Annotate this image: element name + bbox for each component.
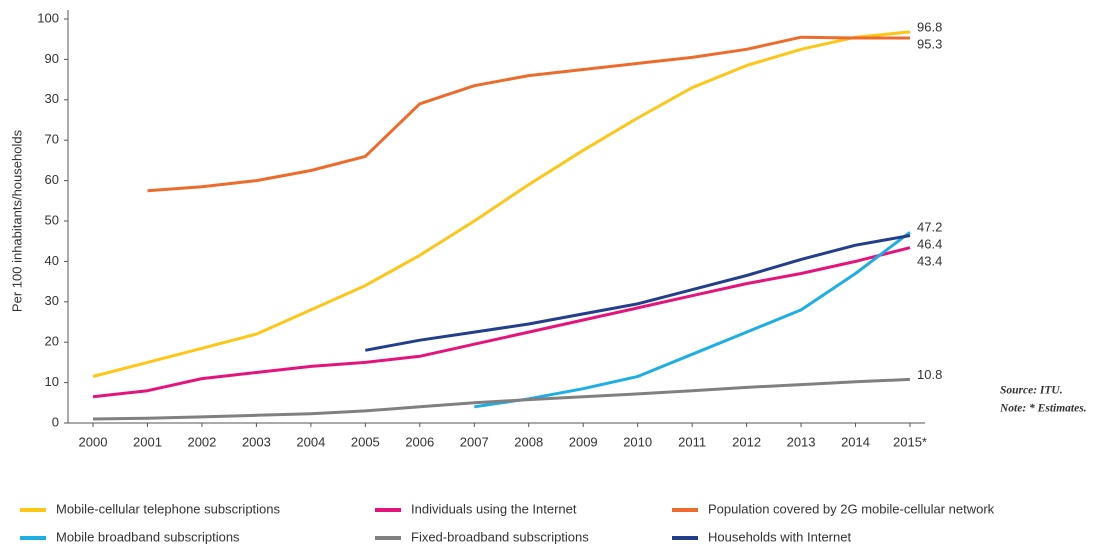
legend-label: Individuals using the Internet (411, 501, 577, 516)
x-tick-label: 2004 (296, 434, 325, 449)
legend-label: Mobile-cellular telephone subscriptions (56, 501, 281, 516)
legend-label: Households with Internet (708, 529, 851, 544)
legend-label: Fixed-broadband subscriptions (411, 529, 589, 544)
data-label: 43.4 (917, 254, 942, 269)
y-axis-label: Per 100 inhabitants/households (9, 129, 24, 312)
series-line (474, 231, 911, 409)
y-tick-label: 0 (52, 414, 59, 429)
data-label: 95.3 (917, 36, 942, 51)
x-tick-label: 2000 (79, 434, 108, 449)
data-label: 96.8 (917, 19, 942, 34)
x-tick-label: 2007 (460, 434, 489, 449)
x-tick-label: 2006 (405, 434, 434, 449)
x-tick-label: 2012 (732, 434, 761, 449)
legend-label: Mobile broadband subscriptions (56, 529, 240, 544)
source: Source: ITU. (1000, 385, 1063, 397)
series-line (92, 377, 911, 421)
x-tick-label: 2009 (569, 434, 598, 449)
y-tick-label: 90 (45, 51, 59, 66)
y-tick-label: 100 (37, 10, 59, 25)
x-tick-label: 2002 (187, 434, 216, 449)
y-tick-label: 20 (45, 334, 59, 349)
y-tick-label: 70 (45, 132, 59, 147)
x-tick-label: 2003 (242, 434, 271, 449)
note: Note: * Estimates. (999, 403, 1087, 415)
x-tick-label: 2008 (514, 434, 543, 449)
series-line (92, 246, 911, 399)
y-tick-label: 30 (45, 91, 59, 106)
y-tick-label: 40 (45, 253, 59, 268)
legend-label: Population covered by 2G mobile-cellular… (708, 501, 995, 516)
data-label: 46.4 (917, 237, 942, 252)
data-label: 47.2 (917, 220, 942, 235)
y-tick-label: 30 (45, 293, 59, 308)
series-line (92, 30, 911, 378)
x-tick-label: 2014 (841, 434, 870, 449)
series-line (147, 35, 910, 193)
data-label: 10.8 (917, 367, 942, 382)
x-tick-label: 2013 (787, 434, 816, 449)
x-tick-label: 2001 (133, 434, 162, 449)
x-tick-label: 2015* (893, 434, 927, 449)
series-line (365, 234, 911, 352)
x-tick-label: 2011 (678, 434, 706, 449)
y-tick-label: 10 (45, 374, 59, 389)
x-tick-label: 2005 (351, 434, 380, 449)
y-tick-label: 50 (45, 212, 59, 227)
x-tick-label: 2010 (623, 434, 652, 449)
y-tick-label: 60 (45, 172, 59, 187)
